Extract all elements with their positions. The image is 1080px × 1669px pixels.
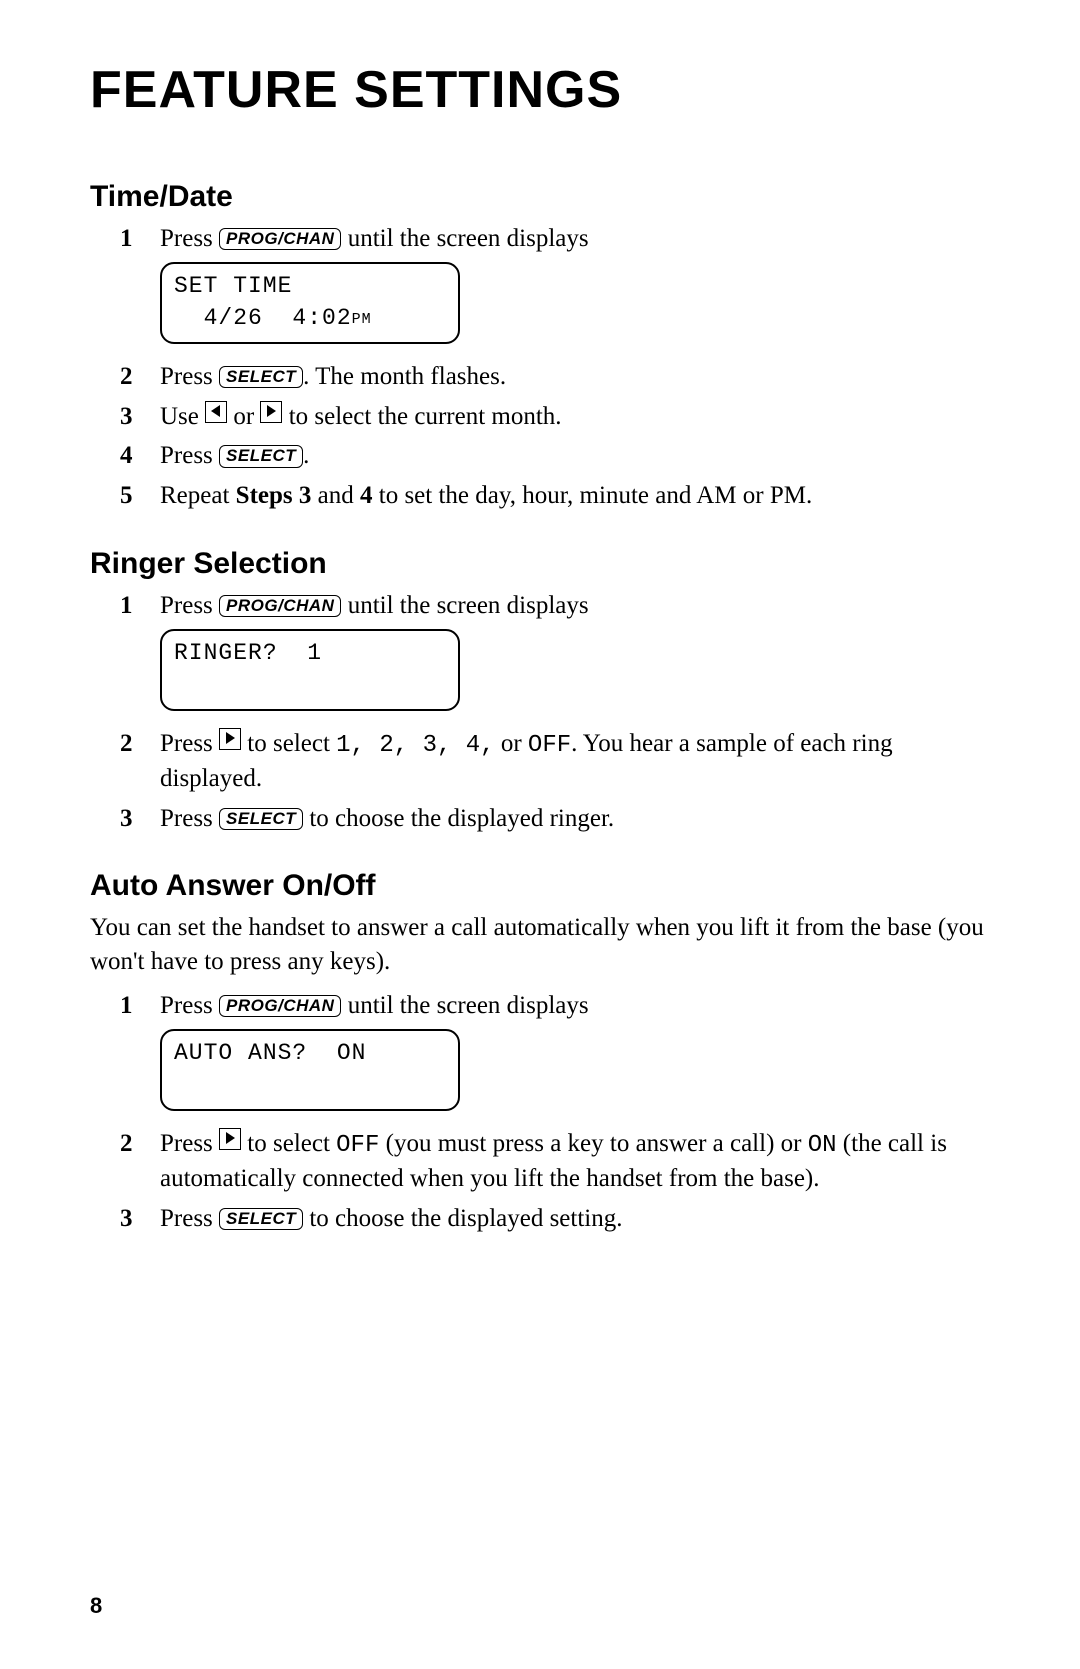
intro-text: You can set the handset to answer a call… xyxy=(90,911,990,979)
step-number: 5 xyxy=(90,479,160,513)
step-item: 3 Press SELECT to choose the displayed r… xyxy=(90,802,990,836)
lcd-screen: RINGER? 1 xyxy=(160,629,460,711)
step-text: Press xyxy=(160,363,219,390)
step-text: Press xyxy=(160,442,219,469)
mono-text: 1, 2, 3, 4, xyxy=(336,732,494,759)
step-text: until the screen displays xyxy=(341,992,588,1019)
right-arrow-icon xyxy=(260,401,282,423)
step-bold: 4 xyxy=(360,482,373,509)
step-number: 1 xyxy=(90,222,160,256)
step-item: 1 Press PROG/CHAN until the screen displ… xyxy=(90,222,990,354)
step-item: 5 Repeat Steps 3 and 4 to set the day, h… xyxy=(90,479,990,513)
step-body: Press to select OFF (you must press a ke… xyxy=(160,1127,990,1196)
prog-chan-button: PROG/CHAN xyxy=(219,995,341,1017)
steps-time-date: 1 Press PROG/CHAN until the screen displ… xyxy=(90,222,990,513)
step-text: and xyxy=(311,482,360,509)
select-button: SELECT xyxy=(219,366,303,388)
step-number: 2 xyxy=(90,1127,160,1161)
right-arrow-icon xyxy=(219,1128,241,1150)
step-number: 3 xyxy=(90,802,160,836)
step-number: 3 xyxy=(90,1202,160,1236)
step-item: 2 Press to select OFF (you must press a … xyxy=(90,1127,990,1196)
step-text: Press xyxy=(160,1130,219,1157)
step-item: 3 Press SELECT to choose the displayed s… xyxy=(90,1202,990,1236)
step-number: 2 xyxy=(90,727,160,761)
step-text: to select xyxy=(241,730,336,757)
step-item: 2 Press SELECT. The month flashes. xyxy=(90,360,990,394)
heading-auto-answer: Auto Answer On/Off xyxy=(90,869,990,903)
lcd-line: RINGER? 1 xyxy=(174,637,446,669)
lcd-line: SET TIME xyxy=(174,270,446,302)
mono-text: OFF xyxy=(336,1132,379,1159)
lcd-line: 4/26 4:02PM xyxy=(174,302,446,334)
step-body: Press SELECT. xyxy=(160,439,990,473)
step-text: Press xyxy=(160,992,219,1019)
step-text: Press xyxy=(160,730,219,757)
step-text: Press xyxy=(160,805,219,832)
step-body: Press PROG/CHAN until the screen display… xyxy=(160,222,990,354)
step-text: to set the day, hour, minute and AM or P… xyxy=(373,482,813,509)
step-text: or xyxy=(227,403,260,430)
step-item: 2 Press to select 1, 2, 3, 4, or OFF. Yo… xyxy=(90,727,990,796)
heading-ringer: Ringer Selection xyxy=(90,547,990,581)
step-text: (you must press a key to answer a call) … xyxy=(379,1130,807,1157)
right-arrow-icon xyxy=(219,728,241,750)
step-text: until the screen displays xyxy=(341,592,588,619)
step-text: until the screen displays xyxy=(341,225,588,252)
lcd-screen: AUTO ANS? ON xyxy=(160,1029,460,1111)
step-text: Press xyxy=(160,1205,219,1232)
step-item: 1 Press PROG/CHAN until the screen displ… xyxy=(90,989,990,1121)
step-text: to choose the displayed setting. xyxy=(303,1205,622,1232)
lcd-screen: SET TIME 4/26 4:02PM xyxy=(160,262,460,344)
step-item: 1 Press PROG/CHAN until the screen displ… xyxy=(90,589,990,721)
step-item: 3 Use or to select the current month. xyxy=(90,400,990,434)
step-number: 3 xyxy=(90,400,160,434)
step-text: Press xyxy=(160,225,219,252)
step-text: to choose the displayed ringer. xyxy=(303,805,614,832)
step-text: or xyxy=(495,730,528,757)
step-number: 1 xyxy=(90,589,160,623)
step-bold: Steps 3 xyxy=(236,482,312,509)
steps-ringer: 1 Press PROG/CHAN until the screen displ… xyxy=(90,589,990,836)
step-body: Use or to select the current month. xyxy=(160,400,990,434)
step-number: 4 xyxy=(90,439,160,473)
select-button: SELECT xyxy=(219,1208,303,1230)
step-text: . The month flashes. xyxy=(303,363,506,390)
lcd-text: 4/26 4:02 xyxy=(174,305,352,331)
mono-text: ON xyxy=(808,1132,837,1159)
lcd-line: AUTO ANS? ON xyxy=(174,1037,446,1069)
step-item: 4 Press SELECT. xyxy=(90,439,990,473)
step-body: Press SELECT to choose the displayed rin… xyxy=(160,802,990,836)
step-body: Press SELECT. The month flashes. xyxy=(160,360,990,394)
select-button: SELECT xyxy=(219,808,303,830)
prog-chan-button: PROG/CHAN xyxy=(219,595,341,617)
mono-text: OFF xyxy=(528,732,571,759)
step-text: to select xyxy=(241,1130,336,1157)
step-body: Press PROG/CHAN until the screen display… xyxy=(160,989,990,1121)
prog-chan-button: PROG/CHAN xyxy=(219,228,341,250)
step-text: Use xyxy=(160,403,205,430)
step-text: Repeat xyxy=(160,482,236,509)
step-text: to select the current month. xyxy=(282,403,561,430)
page-title: FEATURE SETTINGS xyxy=(90,60,990,120)
step-body: Press PROG/CHAN until the screen display… xyxy=(160,589,990,721)
step-text: . xyxy=(303,442,309,469)
select-button: SELECT xyxy=(219,445,303,467)
step-body: Press to select 1, 2, 3, 4, or OFF. You … xyxy=(160,727,990,796)
step-number: 2 xyxy=(90,360,160,394)
page-number: 8 xyxy=(90,1593,102,1619)
step-text: Press xyxy=(160,592,219,619)
steps-auto-answer: 1 Press PROG/CHAN until the screen displ… xyxy=(90,989,990,1236)
left-arrow-icon xyxy=(205,401,227,423)
lcd-ampm: PM xyxy=(352,311,372,328)
heading-time-date: Time/Date xyxy=(90,180,990,214)
step-number: 1 xyxy=(90,989,160,1023)
step-body: Press SELECT to choose the displayed set… xyxy=(160,1202,990,1236)
step-body: Repeat Steps 3 and 4 to set the day, hou… xyxy=(160,479,990,513)
